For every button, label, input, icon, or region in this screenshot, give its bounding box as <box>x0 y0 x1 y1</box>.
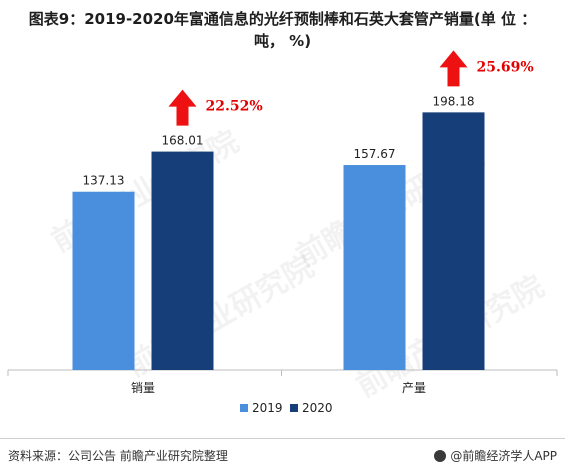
watermark-3: 前瞻产业研究院 <box>121 249 320 384</box>
brand-icon <box>434 449 447 462</box>
data-label-2020-2: 198.18 <box>433 94 475 108</box>
source-note: 资料来源：公司公告 前瞻产业研究院整理 <box>8 449 228 463</box>
bar-chart: 前瞻产业研究院前瞻产业研究院前瞻产业研究院前瞻产业研究院137.13168.01… <box>7 50 558 415</box>
chart-title-line-2: 吨， %) <box>253 32 312 50</box>
x-tick-label-1: 销量 <box>131 381 155 395</box>
bar-2020-1 <box>151 151 214 370</box>
data-label-2019-1: 137.13 <box>83 174 125 188</box>
chart-title-line-1: 图表9：2019-2020年富通信息的光纤预制棒和石英大套管产销量(单 位 ： <box>28 10 537 28</box>
bar-2019-2 <box>343 165 406 370</box>
bar-2020-2 <box>422 112 485 370</box>
footer: 资料来源：公司公告 前瞻产业研究院整理 @前瞻经济学人APP <box>0 438 565 475</box>
x-tick-label-2: 产量 <box>402 381 426 395</box>
brand-text: @前瞻经济学人APP <box>450 449 557 463</box>
chart-title: 图表9：2019-2020年富通信息的光纤预制棒和石英大套管产销量(单 位 ： … <box>0 8 565 52</box>
growth-label-1: 22.52% <box>206 99 263 115</box>
data-label-2019-2: 157.67 <box>354 147 396 161</box>
legend-swatch-2020 <box>290 404 298 412</box>
legend-swatch-2019 <box>240 404 248 412</box>
growth-arrow-2 <box>439 50 468 87</box>
growth-label-2: 25.69% <box>477 59 534 75</box>
bar-2019-1 <box>72 191 135 370</box>
growth-arrow-1 <box>168 89 197 126</box>
data-label-2020-1: 168.01 <box>162 134 204 148</box>
legend-label-2020: 2020 <box>302 401 333 415</box>
legend-label-2019: 2019 <box>252 401 283 415</box>
brand-credit: @前瞻经济学人APP <box>434 447 557 464</box>
